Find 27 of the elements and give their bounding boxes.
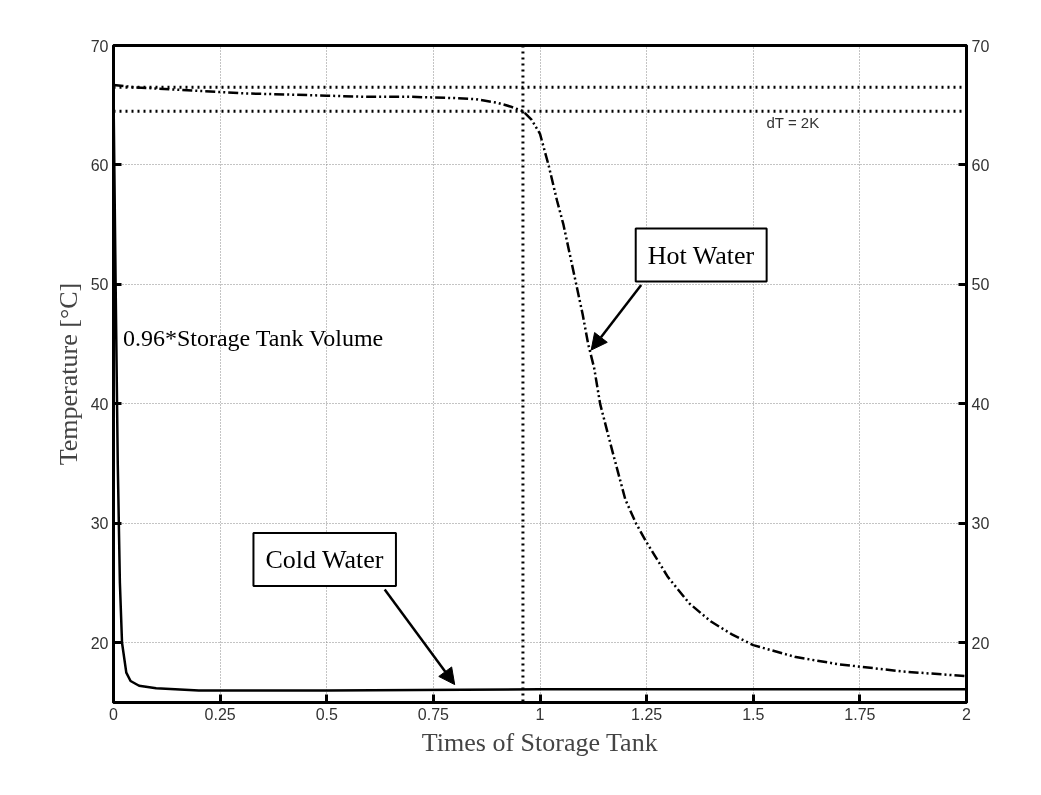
y2-tick-label: 60: [971, 156, 990, 174]
x-tick-label: 0.25: [204, 705, 236, 723]
y2-tick-label: 30: [971, 515, 990, 533]
y-tick-label: 30: [90, 515, 109, 533]
x-tick-label: 1.5: [742, 705, 765, 723]
y-tick-label: 20: [90, 634, 109, 652]
x-tick-label: 0.75: [417, 705, 450, 723]
annotation: Cold Water: [265, 545, 384, 575]
y2-tick-label: 70: [971, 37, 990, 55]
y-tick-label: 50: [90, 276, 109, 294]
x-tick-label: 2: [962, 705, 972, 723]
x-tick-label: 1: [535, 705, 545, 723]
y-axis-title: Temperature [°C]: [53, 282, 83, 466]
ref-line-label: 0.96*Storage Tank Volume: [122, 325, 384, 352]
annotation: dT = 2K: [766, 113, 820, 131]
x-axis-title: Times of Storage Tank: [421, 727, 658, 757]
x-tick-label: 1.25: [631, 705, 663, 723]
y-tick-label: 60: [90, 156, 109, 174]
y2-tick-label: 50: [971, 276, 990, 294]
y2-tick-label: 20: [971, 634, 990, 652]
x-tick-label: 0: [109, 705, 119, 723]
y-tick-label: 40: [90, 395, 109, 413]
x-tick-label: 0.5: [315, 705, 338, 723]
annotation: Hot Water: [647, 240, 755, 270]
y-tick-label: 70: [90, 37, 109, 55]
y2-tick-label: 40: [971, 395, 990, 413]
x-tick-label: 1.75: [844, 705, 876, 723]
